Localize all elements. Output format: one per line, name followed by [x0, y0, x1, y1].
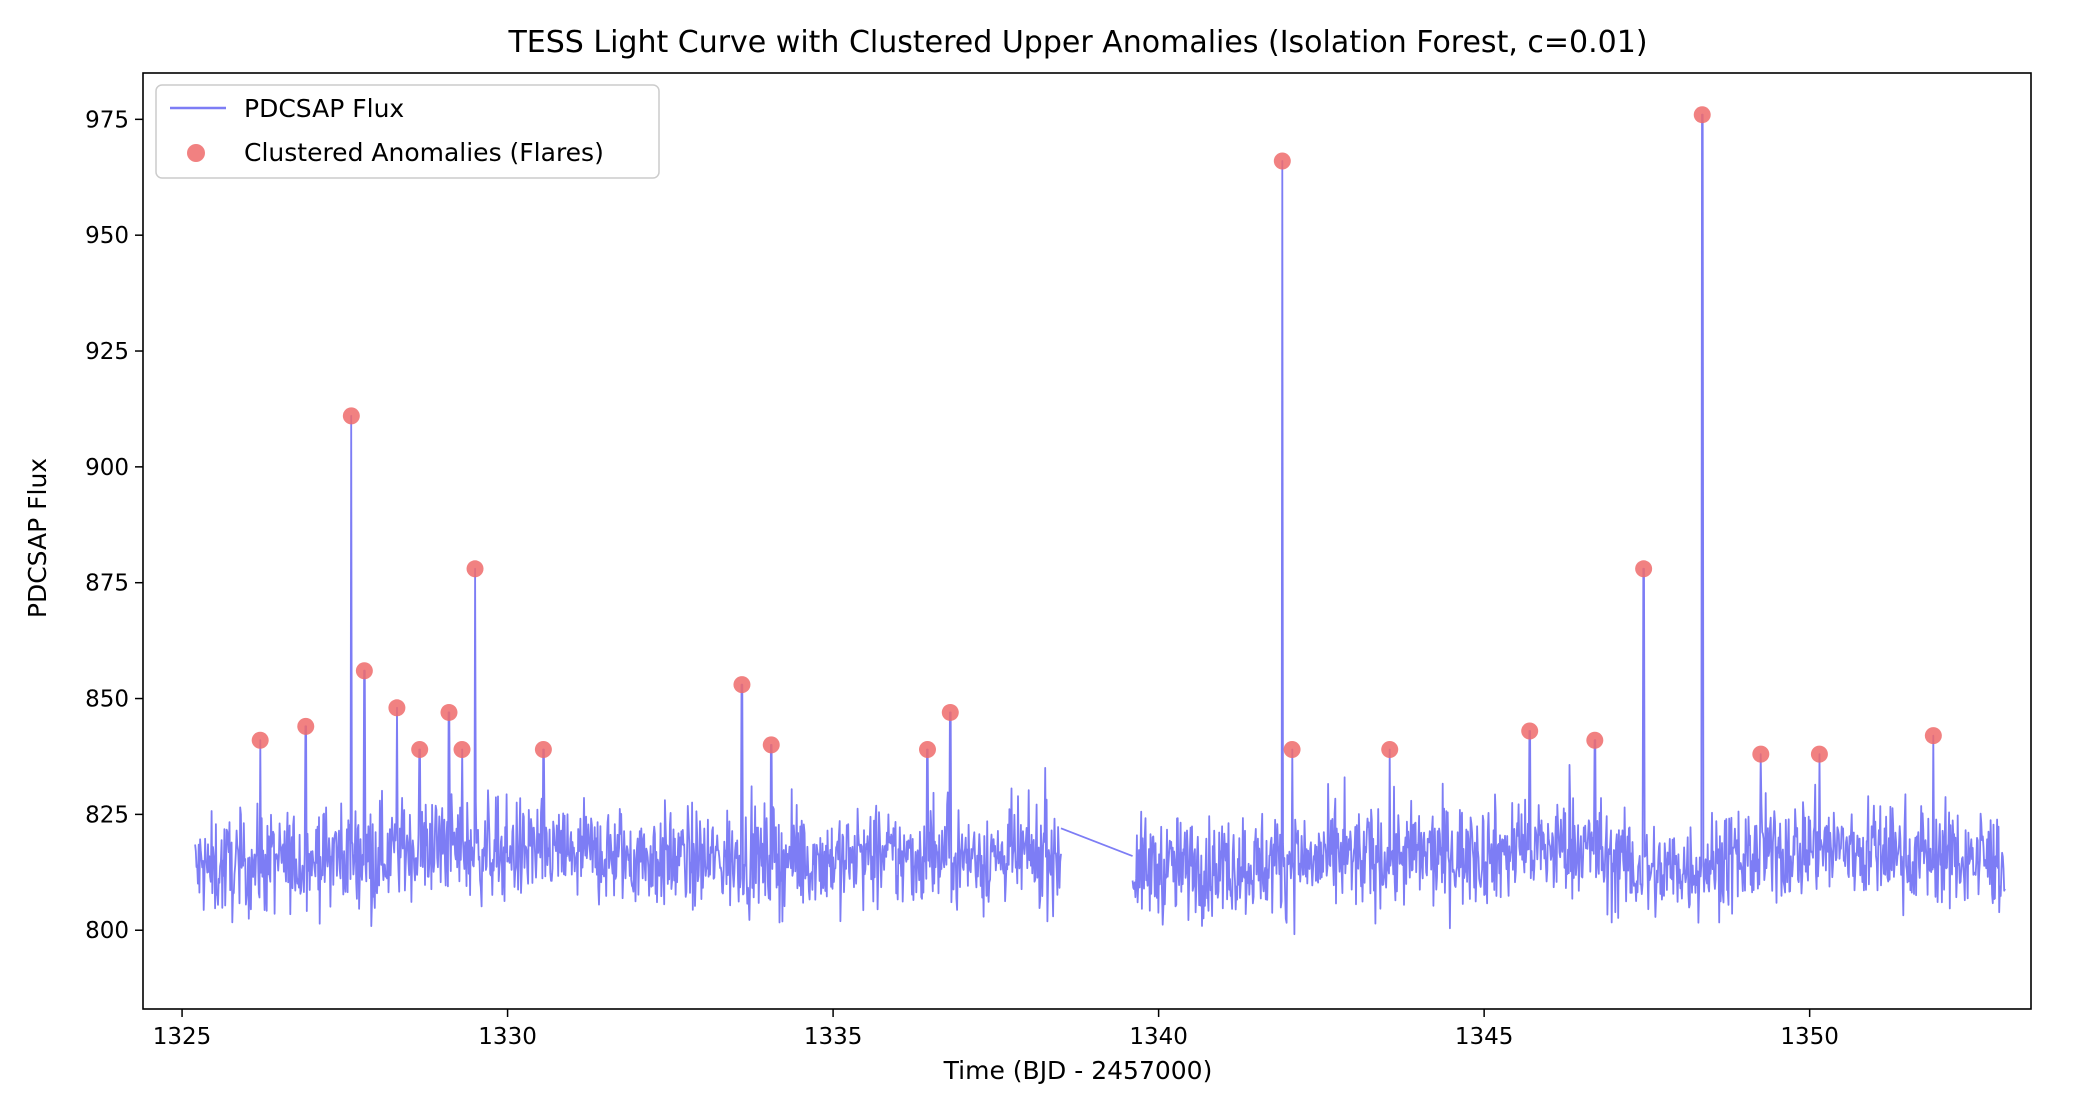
- legend-marker-swatch: [187, 144, 205, 162]
- anomaly-point: [918, 741, 936, 759]
- plot-area: [194, 106, 2006, 936]
- anomaly-point: [411, 741, 429, 759]
- x-tick-label: 1340: [1129, 1024, 1188, 1050]
- y-axis: 800 825 850 875 900 925 950 975: [85, 107, 143, 944]
- anomaly-point: [534, 741, 552, 759]
- anomaly-point: [342, 407, 360, 425]
- x-axis-label: Time (BJD - 2457000): [943, 1056, 1213, 1085]
- anomaly-point: [1924, 727, 1942, 745]
- x-axis: 1325 1330 1335 1340 1345 1350: [153, 1009, 1839, 1050]
- y-tick-label: 975: [85, 107, 129, 133]
- flux-line-segment: [1131, 113, 2006, 936]
- flux-gap-line: [1060, 827, 1133, 857]
- y-tick-label: 850: [85, 687, 129, 713]
- y-tick-label: 900: [85, 455, 129, 481]
- legend-box: [155, 84, 660, 179]
- y-tick-label: 950: [85, 223, 129, 249]
- plot-frame: [142, 72, 2032, 1010]
- x-tick-label: 1335: [804, 1024, 863, 1050]
- flux-line-segment: [194, 414, 1062, 927]
- chart-title: TESS Light Curve with Clustered Upper An…: [507, 25, 1647, 60]
- y-tick-label: 800: [85, 918, 129, 944]
- y-tick-label: 825: [85, 802, 129, 828]
- legend: PDCSAP Flux Clustered Anomalies (Flares): [155, 84, 660, 179]
- anomaly-point: [762, 736, 780, 754]
- anomaly-point: [355, 662, 373, 680]
- anomaly-point: [1283, 741, 1301, 759]
- anomaly-point: [1693, 106, 1711, 124]
- anomaly-point: [297, 717, 315, 735]
- x-tick-label: 1325: [153, 1024, 212, 1050]
- anomaly-point: [1586, 731, 1604, 749]
- anomaly-point: [466, 560, 484, 578]
- anomaly-point: [1810, 745, 1828, 763]
- anomaly-point: [733, 676, 751, 694]
- anomaly-point: [453, 741, 471, 759]
- legend-label-anomalies: Clustered Anomalies (Flares): [244, 138, 604, 167]
- x-tick-label: 1330: [478, 1024, 537, 1050]
- anomaly-point: [1752, 745, 1770, 763]
- y-axis-label: PDCSAP Flux: [23, 458, 52, 618]
- y-tick-label: 875: [85, 571, 129, 597]
- anomaly-point: [251, 731, 269, 749]
- y-tick-label: 925: [85, 339, 129, 365]
- anomaly-point: [1635, 560, 1653, 578]
- anomaly-point: [440, 703, 458, 721]
- anomaly-point: [941, 703, 959, 721]
- legend-label-flux: PDCSAP Flux: [244, 94, 404, 123]
- x-tick-label: 1345: [1455, 1024, 1514, 1050]
- x-tick-label: 1350: [1780, 1024, 1839, 1050]
- anomaly-point: [1521, 722, 1539, 740]
- anomaly-point: [1273, 152, 1291, 170]
- anomaly-point: [1381, 741, 1399, 759]
- anomaly-point: [388, 699, 406, 717]
